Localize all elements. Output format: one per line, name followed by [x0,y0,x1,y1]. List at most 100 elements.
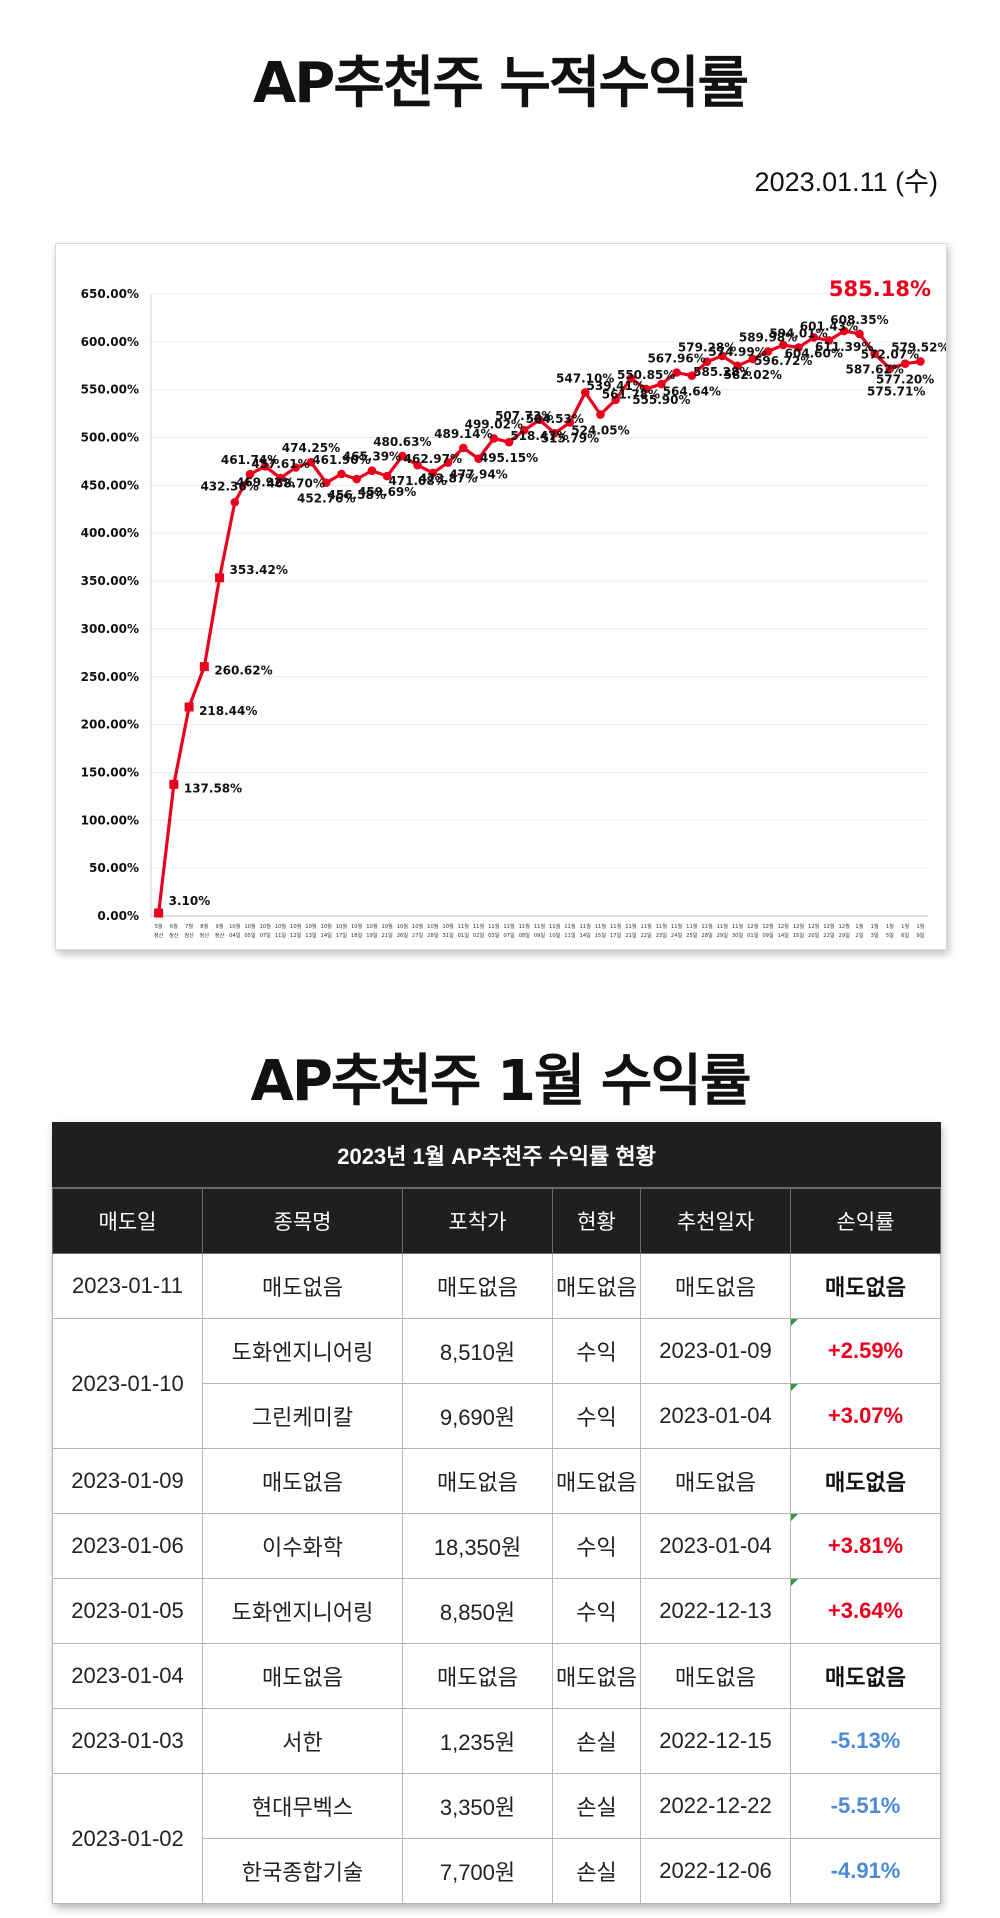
status-cell: 손실 [552,1838,641,1904]
x-tick-label: 10월 28일 [427,922,439,939]
cell-comment-marker-icon [791,1319,798,1326]
capture-price-cell: 3,350원 [402,1773,553,1839]
status-cell: 수익 [552,1513,641,1579]
data-label: 539.41% [587,379,645,393]
returns-table-wrapper: 2023년 1월 AP추천주 수익률 현황 매도일 종목명 포착가 현황 추천일… [51,1122,942,1904]
x-tick-label: 11월 02일 [473,922,485,939]
data-label: 594.01% [769,327,827,341]
data-point [276,473,285,483]
x-tick-label: 11월 10일 [549,922,561,939]
data-point [641,384,651,394]
data-label: 582.02% [724,368,782,382]
data-point [306,457,316,467]
data-label: 218.44% [199,704,257,718]
x-tick-label: 10월 05일 [244,922,256,939]
x-tick-label: 11월 23일 [656,922,668,939]
x-tick-label: 12월 22일 [823,922,835,939]
data-point [337,469,346,479]
data-point [580,388,590,397]
capture-price-cell: 매도없음 [402,1448,553,1514]
data-label: 137.58% [184,781,242,795]
data-point [154,908,164,918]
data-label: 456.58% [328,488,386,502]
x-tick-label: 10월 13일 [305,922,317,939]
data-point [763,347,773,356]
data-point [778,340,788,350]
table-row: 2023-01-03 서한 1,235원 손실 2022-12-15 -5.13% [52,1708,942,1774]
x-tick-label: 5월 정산 [154,922,164,939]
data-point [215,573,225,583]
current-return-label: 585.18% [829,277,931,301]
data-point [443,458,453,467]
data-point [885,364,895,373]
column-header-sell-date: 매도일 [52,1187,203,1254]
return-rate-cell: -4.91% [789,1838,942,1904]
x-tick-label: 11월 09일 [534,922,546,939]
data-label: 611.39% [815,340,873,354]
status-cell: 수익 [552,1318,641,1384]
return-rate-cell: 매도없음 [789,1253,942,1319]
x-tick-label: 1월 2일 [855,922,863,939]
capture-price-cell: 8,510원 [402,1318,553,1384]
x-tick-label: 1월 5일 [886,922,894,939]
data-point [687,371,697,380]
status-cell: 매도없음 [552,1253,641,1319]
x-tick-label: 10월 14일 [321,922,333,939]
data-point [398,451,407,461]
data-label: 471.08% [388,474,446,488]
data-point [367,466,377,475]
x-tick-label: 10월 31일 [442,922,454,939]
data-label: 579.52% [891,340,946,354]
x-tick-label: 8월 정산 [200,922,210,939]
capture-price-cell: 매도없음 [402,1643,553,1709]
recommend-date-cell: 2022-12-22 [640,1773,791,1839]
data-point [291,463,301,472]
recommend-date-cell: 2022-12-06 [640,1838,791,1904]
data-label: 555.90% [632,393,690,407]
y-tick-label: 250.00% [81,670,139,684]
data-label: 561.78% [602,387,660,401]
data-label: 515.79% [541,431,599,445]
data-label: 608.35% [830,313,888,327]
y-tick-label: 300.00% [81,622,139,636]
data-point [550,428,560,438]
table-caption: 2023년 1월 AP추천주 수익률 현황 [51,1122,942,1189]
cumulative-return-chart: 0.00% 50.00% 100.00% 150.00% 200.00% 250.00% 3… [55,243,947,950]
return-rate-cell: +3.81% [789,1513,942,1579]
cell-comment-marker-icon [791,1514,798,1521]
chart-title: AP추천주 누적수익률 [252,51,749,116]
data-label: 353.42% [230,563,288,577]
data-point [809,333,819,342]
column-header-price: 포착가 [402,1187,553,1254]
data-label: 524.05% [571,424,629,438]
data-label: 574.99% [708,345,766,359]
data-label: 550.85% [617,368,675,382]
x-tick-label: 12월 15일 [793,922,805,939]
data-point [489,434,499,443]
data-label: 518.47% [510,429,568,443]
data-point [169,779,179,789]
x-tick-label: 10월 27일 [412,922,424,939]
data-point [459,443,468,453]
stock-name-cell: 이수화학 [202,1513,403,1579]
table-row: 그린케미칼 9,690원 수익 2023-01-04 +3.07% [53,1383,942,1449]
x-tick-label: 11월 03일 [488,922,500,939]
data-point [839,326,849,336]
return-rate-cell: +3.64% [789,1578,942,1644]
return-rate-cell: +2.59% [789,1318,942,1384]
sell-date-cell: 2023-01-02 [52,1773,203,1904]
data-label: 260.62% [214,664,272,678]
stock-name-cell: 서한 [202,1708,403,1774]
data-point [474,454,483,463]
return-rate-cell: 매도없음 [789,1448,942,1514]
status-cell: 수익 [552,1383,641,1449]
data-point [428,468,438,478]
data-label: 432.36% [200,479,258,493]
x-tick-label: 10월 12일 [290,922,302,939]
x-tick-label: 10월 04일 [229,922,241,939]
table-row: 2023-01-11 매도없음 매도없음 매도없음 매도없음 매도없음 [52,1253,942,1319]
x-tick-label: 10월 11일 [275,922,287,939]
status-cell: 매도없음 [552,1448,641,1514]
y-tick-label: 550.00% [81,383,139,397]
data-point [855,329,864,339]
